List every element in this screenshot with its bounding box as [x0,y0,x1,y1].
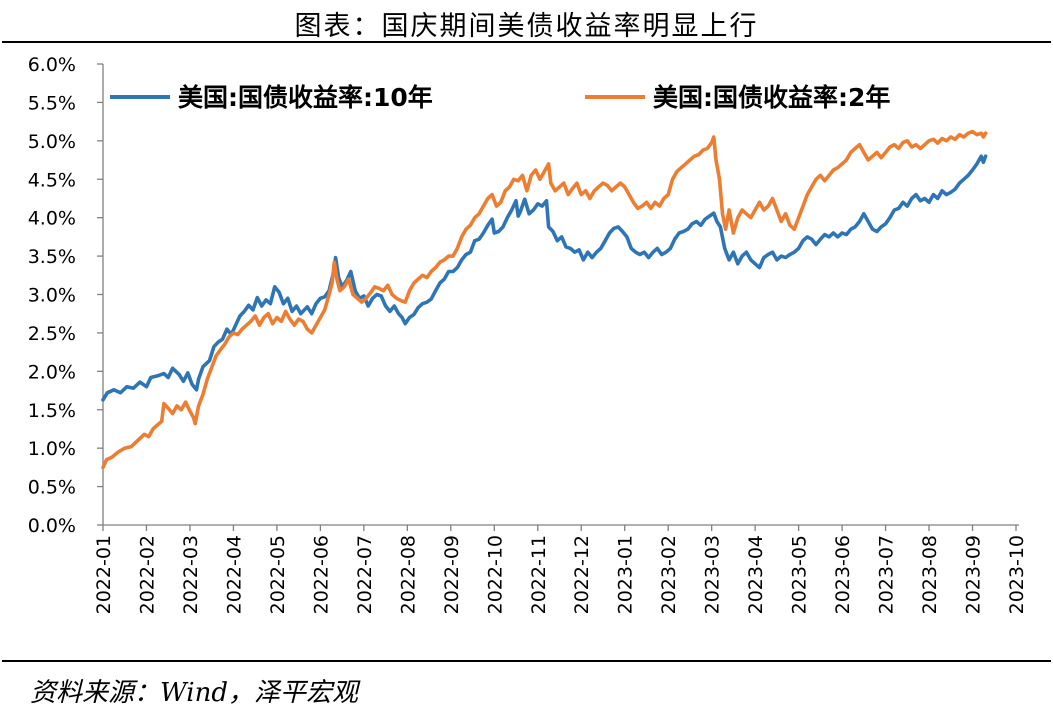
y-tick-label: 3.0% [28,285,76,307]
x-tick-label: 2023-01 [615,535,637,614]
series-lines [101,129,988,470]
x-tick-label: 2022-12 [571,535,593,614]
x-tick-label: 2023-06 [832,535,854,614]
x-tick-label: 2022-06 [310,535,332,614]
legend: 美国:国债收益率:10年 美国:国债收益率:2年 [110,83,890,112]
x-tick-label: 2023-07 [876,535,898,614]
y-tick-label: 3.5% [28,246,76,268]
x-tick-label: 2022-09 [441,535,463,614]
x-tick-label: 2023-09 [963,535,985,614]
y-tick-label: 0.0% [28,515,76,537]
axes: 0.0% 0.5% 1.0% 1.5% 2.0% 2.5% 3.0% 3.5% 4.0% 4.5%… [28,54,1028,614]
figure-title: 图表：国庆期间美债收益率明显上行 [294,11,759,42]
x-tick-label: 2023-08 [919,535,941,614]
y-tick-label: 6.0% [28,54,76,76]
x-tick-label: 2023-02 [658,535,680,614]
series-line-2y [101,129,988,470]
y-tick-label: 1.5% [28,400,76,422]
y-tick-label: 4.0% [28,208,76,230]
top-rule [2,41,1051,43]
x-tick-label: 2022-03 [180,535,202,614]
x-tick-label: 2022-07 [354,535,376,614]
x-tick-label: 2022-04 [223,535,245,614]
x-tick-label: 2023-04 [745,535,767,614]
y-tick-label: 4.5% [28,169,76,191]
y-tick-label: 5.5% [28,92,76,114]
y-tick-label: 5.0% [28,131,76,153]
y-tick-label: 2.5% [28,323,76,345]
series-line-10y [101,154,988,402]
x-tick-label: 2023-10 [1006,535,1028,614]
y-tick-label: 0.5% [28,477,76,499]
y-tick-label: 1.0% [28,438,76,460]
x-tick-label: 2022-05 [267,535,289,614]
bottom-rule [2,660,1051,662]
legend-label-2y: 美国:国债收益率:2年 [653,83,890,112]
legend-label-10y: 美国:国债收益率:10年 [178,83,433,112]
x-tick-label: 2022-11 [528,535,550,614]
x-tick-label: 2023-05 [789,535,811,614]
x-tick-label: 2022-10 [484,535,506,614]
x-tick-label: 2023-03 [702,535,724,614]
source-note: 资料来源：Wind，泽平宏观 [30,678,358,708]
y-tick-label: 2.0% [28,361,76,383]
x-tick-label: 2022-08 [397,535,419,614]
x-tick-label: 2022-02 [136,535,158,614]
x-tick-label: 2022-01 [93,535,115,614]
